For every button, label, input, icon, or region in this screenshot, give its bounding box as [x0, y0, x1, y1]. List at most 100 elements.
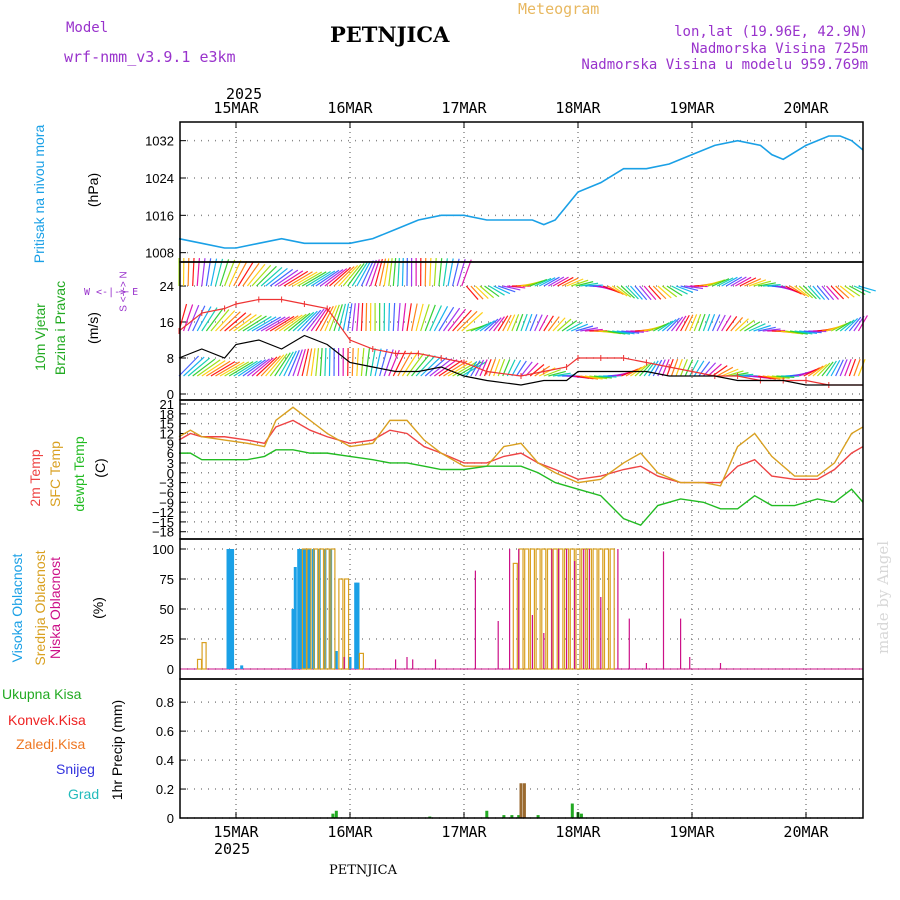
low-cloud-bar: [412, 659, 414, 669]
wind-barb: [420, 304, 430, 332]
wind-barb: [547, 316, 560, 332]
mid-cloud-bar: [330, 548, 336, 670]
wind-barb: [369, 259, 380, 287]
wind-barb: [657, 359, 666, 377]
wind-barb: [292, 311, 315, 332]
wind-barb: [251, 357, 274, 377]
wind-barb: [320, 269, 344, 287]
wind-barb: [725, 276, 743, 287]
wind-barb: [324, 268, 348, 287]
wind-barb: [265, 316, 291, 332]
wind-barb: [347, 262, 365, 287]
wind-barb: [251, 264, 272, 287]
wind-barb: [315, 269, 340, 287]
wind-barb: [256, 316, 282, 332]
wind-barb: [351, 262, 368, 287]
precip-legend-frozen: Zaledj.Kisa: [16, 736, 86, 752]
wind-barb: [739, 277, 757, 287]
wind-barb: [433, 306, 449, 332]
wind-barb: [497, 315, 509, 332]
wind-barb: [853, 285, 871, 294]
wind-barb: [383, 349, 394, 377]
wind-barb: [680, 359, 688, 377]
wind-barb: [639, 362, 653, 377]
wind-barb: [689, 359, 699, 377]
wind-barb: [543, 315, 554, 332]
wind-barb: [406, 353, 425, 377]
precip-total-bar: [517, 815, 521, 818]
wind-barb: [748, 323, 766, 332]
wind-barb: [260, 266, 283, 287]
wind-barb: [557, 318, 572, 332]
panel-frame: [179, 538, 864, 680]
low-cloud-bar: [497, 621, 499, 669]
wind-barb: [447, 258, 454, 287]
wind-barb: [716, 277, 734, 287]
wind-barb: [529, 278, 548, 287]
y-tick-label: 1032: [145, 134, 174, 149]
wind-barb: [707, 279, 726, 287]
wind-barb: [711, 314, 721, 332]
wind-barb: [183, 356, 205, 377]
wind-barb: [648, 360, 659, 377]
precip-legend-grad: Grad: [68, 786, 100, 802]
wind-barb: [538, 314, 549, 332]
bottom-date-label: 20MAR: [783, 823, 829, 841]
wind-barb: [265, 354, 285, 377]
y-tick-label: 0: [167, 811, 174, 826]
wind-barb: [301, 271, 327, 287]
wind-barb: [570, 323, 589, 332]
wind-barb: [762, 328, 781, 332]
low-cloud-bar: [662, 551, 665, 669]
wind-barb: [816, 285, 830, 301]
wind-barb: [680, 285, 699, 292]
wind-barb: [643, 285, 657, 301]
wind-barb: [333, 266, 355, 287]
model-label: Model: [66, 20, 109, 36]
y-tick-label: 16: [160, 315, 174, 330]
wind-barb: [689, 314, 698, 332]
station-title: PETNJICA: [330, 22, 450, 47]
wind-barb: [524, 313, 533, 332]
wind-barb: [192, 305, 206, 332]
temp-sfc-line: [178, 406, 864, 487]
wind-barb: [648, 285, 662, 300]
wind-barb: [826, 360, 837, 377]
wind-barb: [707, 363, 722, 377]
y-tick-label: −9: [159, 495, 174, 510]
wind-barb: [351, 303, 356, 332]
wind-barb: [758, 282, 776, 287]
precip-total-bar: [485, 810, 489, 818]
y-tick-label: 0: [167, 466, 174, 481]
precip-total-bar: [331, 813, 335, 818]
wind-barb: [721, 276, 738, 287]
y-tick-label: 75: [160, 572, 174, 587]
wind-barb: [388, 349, 400, 377]
mid-cloud-bar: [558, 548, 564, 670]
wind-barb: [502, 314, 512, 332]
high-cloud-bar: [304, 549, 308, 669]
low-cloud-bar: [645, 663, 647, 669]
wind-barb: [488, 358, 496, 377]
wind-barb: [247, 316, 272, 332]
wind-barb: [506, 359, 516, 377]
precip-legend-total: Ukupna Kisa: [2, 686, 82, 702]
y-tick-label: 8: [167, 351, 174, 366]
mid-cloud-bar: [306, 548, 312, 670]
wind-barb: [789, 285, 806, 297]
wind-barb: [333, 304, 343, 332]
y-tick-label: 1016: [145, 208, 174, 223]
wind-barb: [424, 304, 436, 332]
elevation-label: Nadmorska Visina 725m: [690, 41, 868, 57]
wind-barb: [246, 263, 266, 287]
wind-barb: [625, 285, 639, 300]
wind-barb: [342, 264, 362, 287]
wind-barb: [224, 312, 247, 332]
wind-barb: [224, 361, 250, 377]
wind-barb: [296, 348, 306, 377]
wind-barb: [584, 328, 603, 332]
y-tick-label: −6: [159, 485, 174, 500]
wind-barb: [785, 330, 804, 335]
wind-barb: [443, 360, 468, 377]
